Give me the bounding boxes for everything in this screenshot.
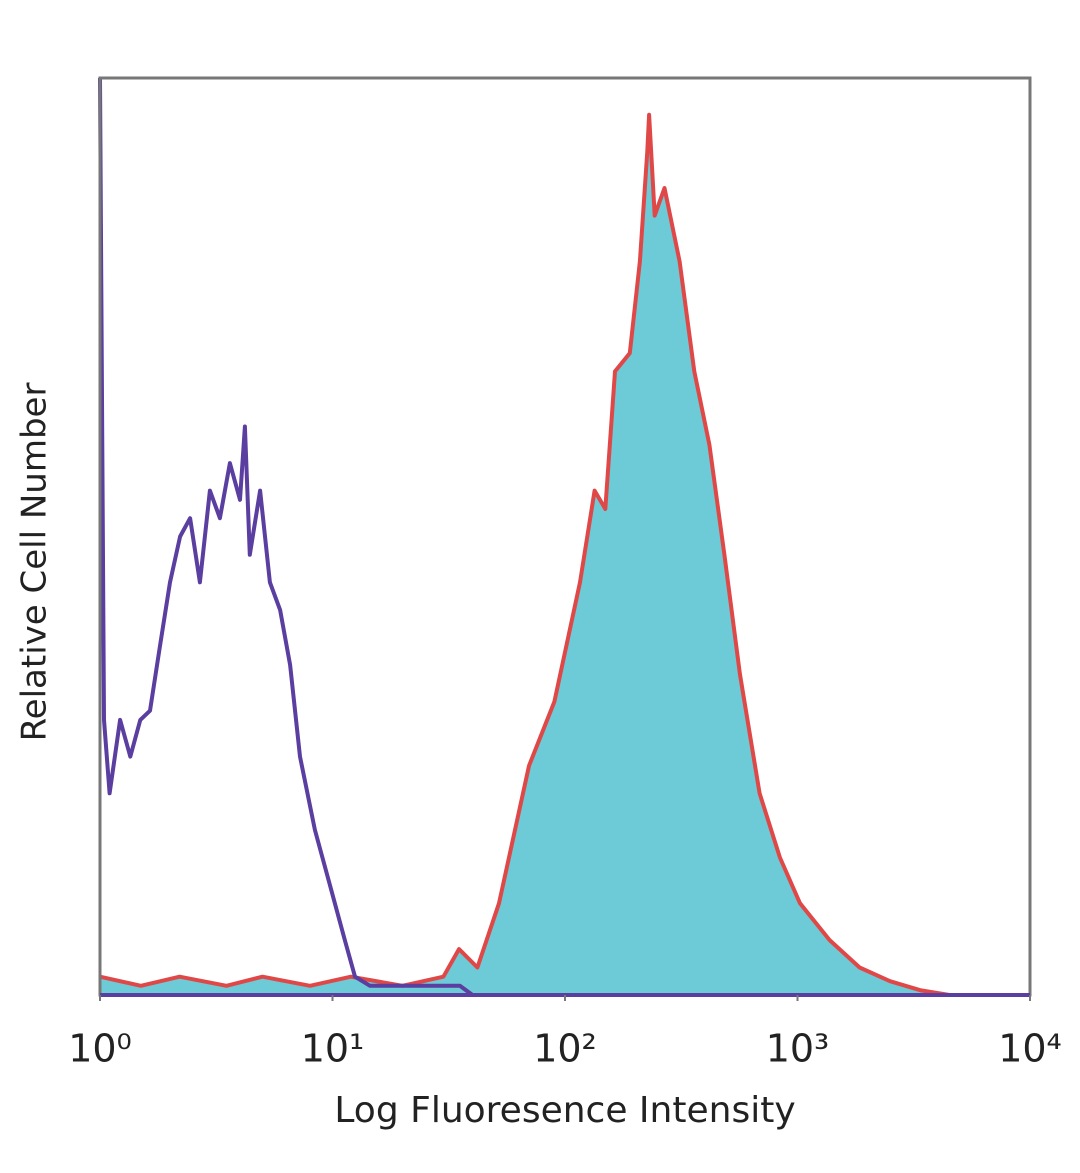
- x-tick-label: 10⁴: [998, 1027, 1062, 1071]
- x-tick-label: 10¹: [301, 1027, 365, 1071]
- histogram-line: [98, 77, 1030, 997]
- x-tick-label: 10²: [533, 1027, 597, 1071]
- x-axis-label: Log Fluoresence Intensity: [334, 1090, 795, 1131]
- x-tick-label: 10⁰: [68, 1027, 132, 1071]
- histogram-area: [100, 114, 1030, 995]
- y-axis-label: Relative Cell Number: [15, 383, 55, 742]
- x-tick-label: 10³: [766, 1027, 830, 1071]
